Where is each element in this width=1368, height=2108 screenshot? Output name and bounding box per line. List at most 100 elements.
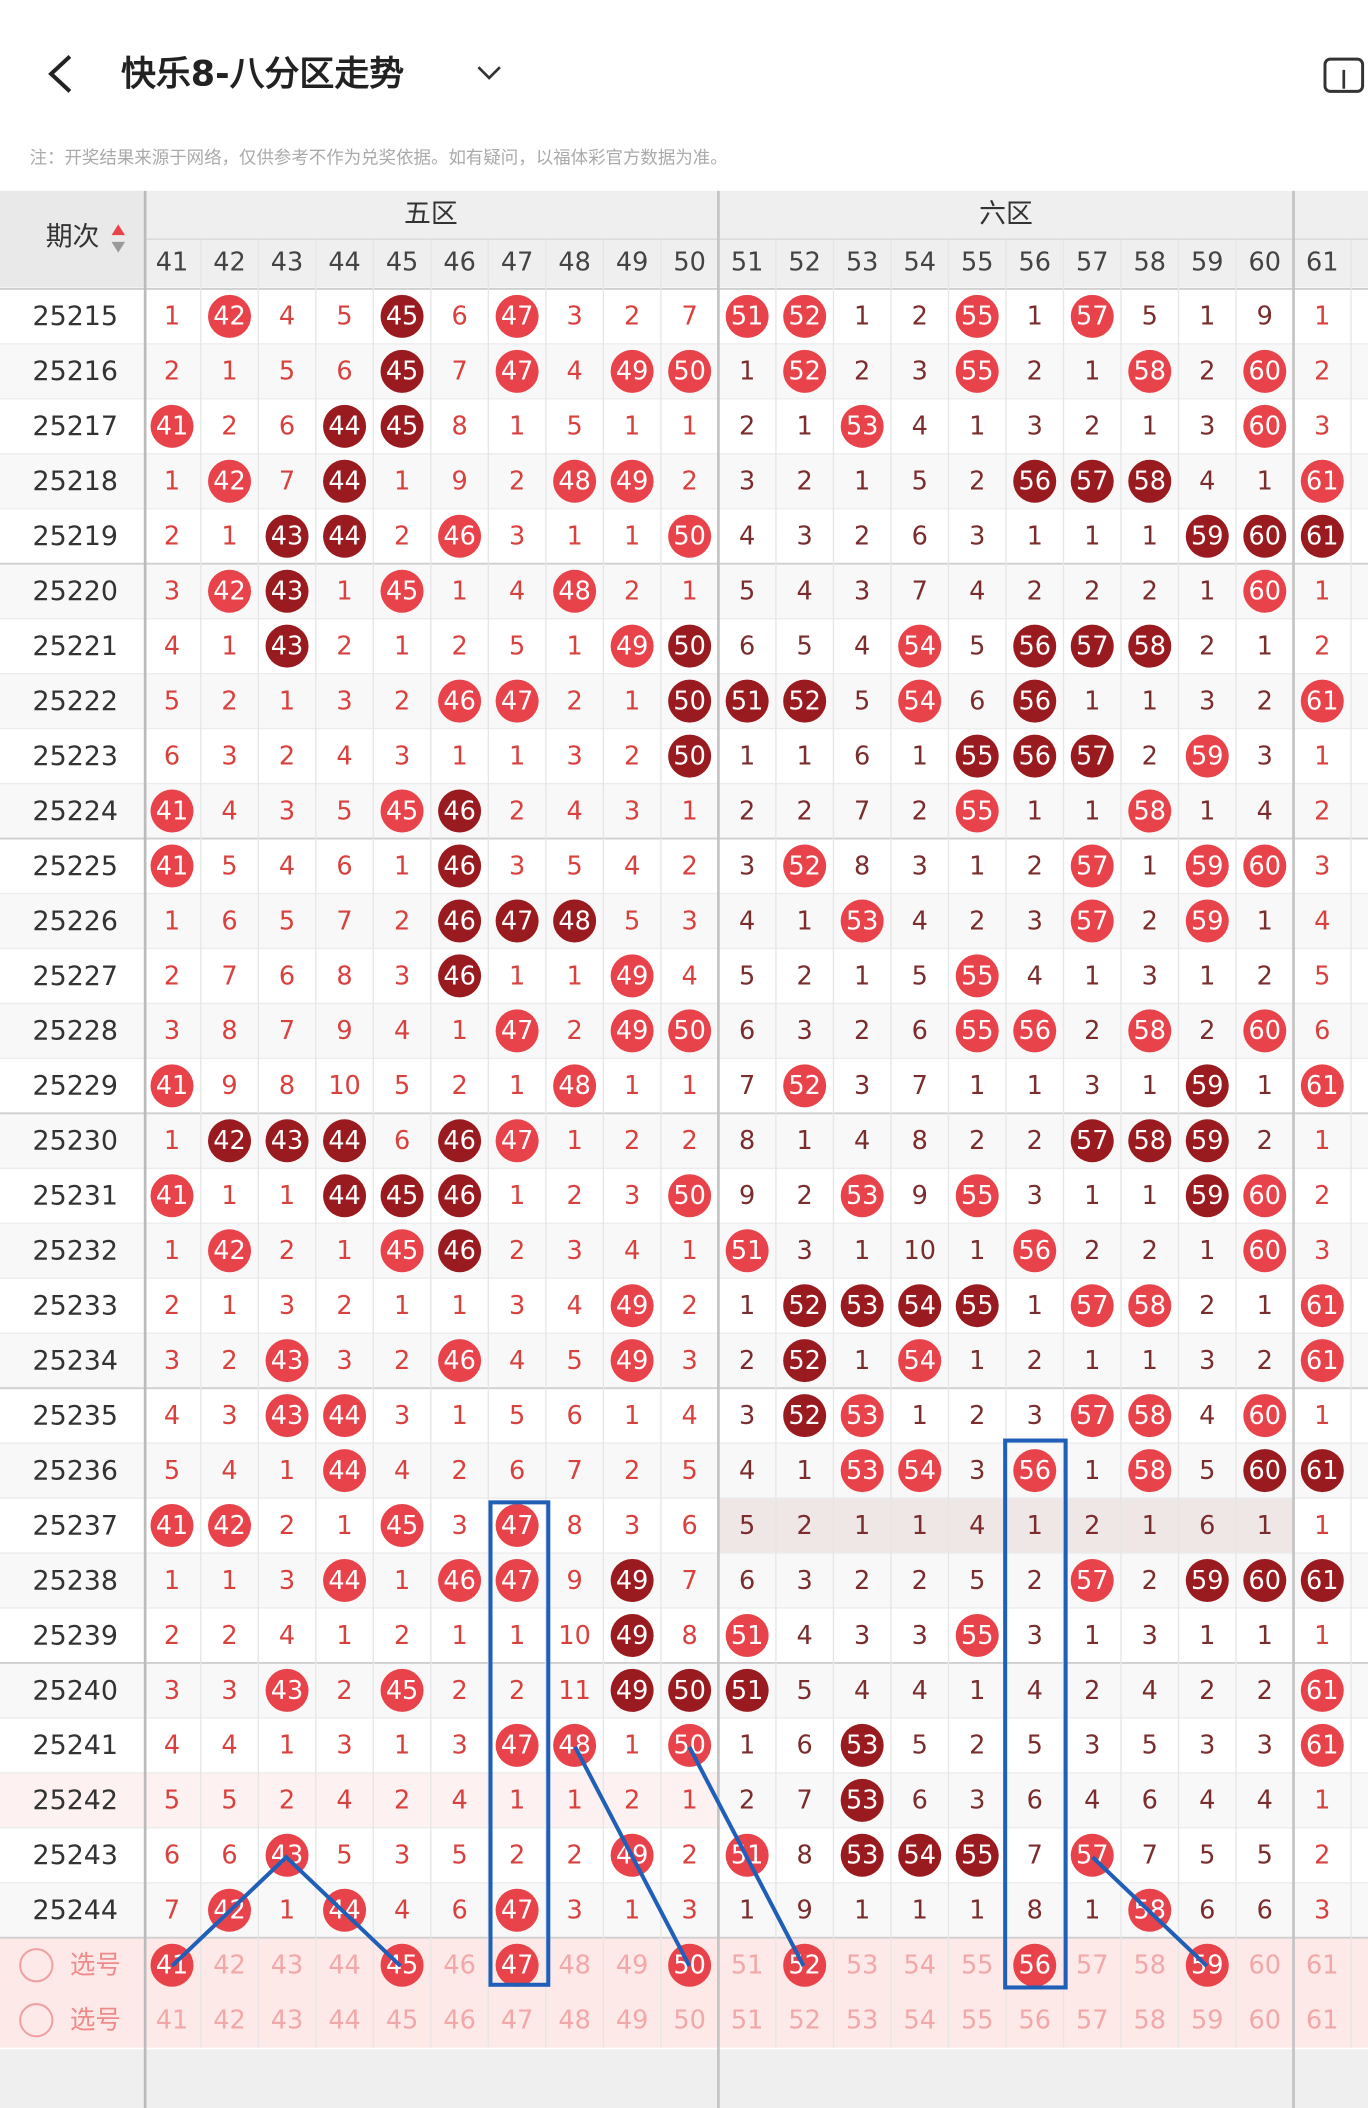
hit-ball — [553, 1723, 597, 1767]
miss-count: 2 — [1199, 1291, 1215, 1321]
picker-number[interactable]: 49 — [616, 1951, 648, 1981]
picker-number[interactable]: 53 — [846, 2006, 878, 2036]
hit-ball — [1128, 349, 1172, 393]
picker-number[interactable]: 44 — [328, 1951, 360, 1981]
picker-number[interactable]: 54 — [903, 2006, 935, 2036]
miss-count: 2 — [624, 1786, 640, 1816]
picker-number[interactable]: 42 — [213, 2006, 245, 2036]
miss-count: 2 — [1199, 1016, 1215, 1046]
period: 25225 — [33, 851, 118, 882]
hit-number: 61 — [1306, 1071, 1338, 1101]
miss-count: 3 — [1142, 961, 1158, 991]
picker-number[interactable]: 51 — [731, 1951, 763, 1981]
miss-count: 1 — [624, 1896, 640, 1926]
miss-count: 3 — [394, 1841, 410, 1871]
miss-count: 1 — [739, 1731, 755, 1761]
hit-ball — [1300, 1339, 1344, 1383]
period: 25224 — [33, 796, 118, 827]
miss-count: 2 — [279, 741, 295, 771]
hit-ball — [150, 404, 194, 448]
miss-count: 3 — [1027, 1401, 1043, 1431]
picker-radio[interactable] — [19, 2003, 54, 2038]
miss-count: 5 — [682, 1456, 698, 1486]
picker-number[interactable]: 48 — [558, 2006, 590, 2036]
picker-number[interactable]: 61 — [1306, 2006, 1338, 2036]
picker-number[interactable]: 47 — [501, 1951, 533, 1981]
picker-number[interactable]: 46 — [443, 2006, 475, 2036]
miss-count: 2 — [164, 1291, 180, 1321]
hit-number: 57 — [1076, 1401, 1108, 1431]
picker-number[interactable]: 41 — [156, 2006, 188, 2036]
miss-count: 1 — [279, 686, 295, 716]
picker-number[interactable]: 56 — [1018, 2006, 1050, 2036]
miss-count: 1 — [1257, 1511, 1273, 1541]
miss-count: 10 — [328, 1071, 360, 1101]
miss-count: 9 — [566, 1566, 582, 1596]
picker-radio[interactable] — [19, 1948, 54, 1983]
miss-count: 5 — [164, 686, 180, 716]
picker-number[interactable]: 55 — [961, 1951, 993, 1981]
miss-count: 5 — [509, 1401, 525, 1431]
hit-number: 48 — [558, 467, 590, 497]
hit-ball — [610, 954, 654, 998]
hit-number: 50 — [673, 686, 705, 716]
picker-number[interactable]: 60 — [1249, 1951, 1281, 1981]
hit-number: 49 — [616, 1676, 648, 1706]
miss-count: 2 — [1027, 1126, 1043, 1156]
picker-number[interactable]: 52 — [788, 1951, 820, 1981]
miss-count: 9 — [739, 1181, 755, 1211]
hit-number: 60 — [1249, 1456, 1281, 1486]
miss-count: 1 — [451, 1401, 467, 1431]
picker-number[interactable]: 42 — [213, 1951, 245, 1981]
picker-number[interactable]: 57 — [1076, 1951, 1108, 1981]
miss-count: 7 — [566, 1456, 582, 1486]
miss-count: 1 — [164, 1126, 180, 1156]
picker-number[interactable]: 59 — [1191, 2006, 1223, 2036]
hit-number: 47 — [501, 1016, 533, 1046]
picker-number[interactable]: 52 — [788, 2006, 820, 2036]
picker-number[interactable]: 50 — [673, 2006, 705, 2036]
annotation-line — [687, 1745, 806, 1967]
picker-number[interactable]: 57 — [1076, 2006, 1108, 2036]
miss-count: 3 — [624, 796, 640, 826]
picker-number[interactable]: 43 — [271, 1951, 303, 1981]
picker-number[interactable]: 47 — [501, 2006, 533, 2036]
hit-number: 60 — [1249, 412, 1281, 442]
hit-number: 58 — [1134, 1291, 1166, 1321]
miss-count: 10 — [558, 1621, 590, 1651]
picker-number[interactable]: 43 — [271, 2006, 303, 2036]
miss-count: 2 — [1084, 1236, 1100, 1266]
picker-number[interactable]: 48 — [558, 1951, 590, 1981]
picker-number[interactable]: 60 — [1249, 2006, 1281, 2036]
miss-count: 5 — [1257, 1841, 1273, 1871]
miss-count: 6 — [739, 1016, 755, 1046]
miss-count: 2 — [797, 796, 813, 826]
picker-number[interactable]: 44 — [328, 2006, 360, 2036]
picker-number[interactable]: 54 — [903, 1951, 935, 1981]
picker-number[interactable]: 61 — [1306, 1951, 1338, 1981]
picker-number[interactable]: 45 — [386, 2006, 418, 2036]
picker-number[interactable]: 58 — [1134, 1951, 1166, 1981]
device-icon[interactable] — [1323, 57, 1365, 93]
picker-number[interactable]: 55 — [961, 2006, 993, 2036]
hit-number: 57 — [1076, 741, 1108, 771]
miss-count: 7 — [221, 961, 237, 991]
hit-number: 61 — [1306, 522, 1338, 552]
picker-number[interactable]: 53 — [846, 1951, 878, 1981]
hit-ball — [208, 1229, 252, 1273]
picker-number[interactable]: 51 — [731, 2006, 763, 2036]
picker-number[interactable]: 49 — [616, 2006, 648, 2036]
dropdown-toggle[interactable] — [477, 66, 501, 80]
miss-count: 6 — [221, 1841, 237, 1871]
hit-number: 41 — [156, 851, 188, 881]
hit-ball — [668, 349, 712, 393]
picker-number[interactable]: 46 — [443, 1951, 475, 1981]
back-button[interactable] — [48, 54, 72, 93]
miss-count: 2 — [682, 1841, 698, 1871]
picker-number[interactable]: 58 — [1134, 2006, 1166, 2036]
hit-number: 44 — [328, 522, 360, 552]
hit-number: 56 — [1018, 467, 1050, 497]
hit-number: 53 — [846, 1456, 878, 1486]
picker-number[interactable]: 56 — [1018, 1951, 1050, 1981]
trend-table: 期次五区五区六区六区414243444546474849505152535455… — [0, 190, 1368, 2108]
